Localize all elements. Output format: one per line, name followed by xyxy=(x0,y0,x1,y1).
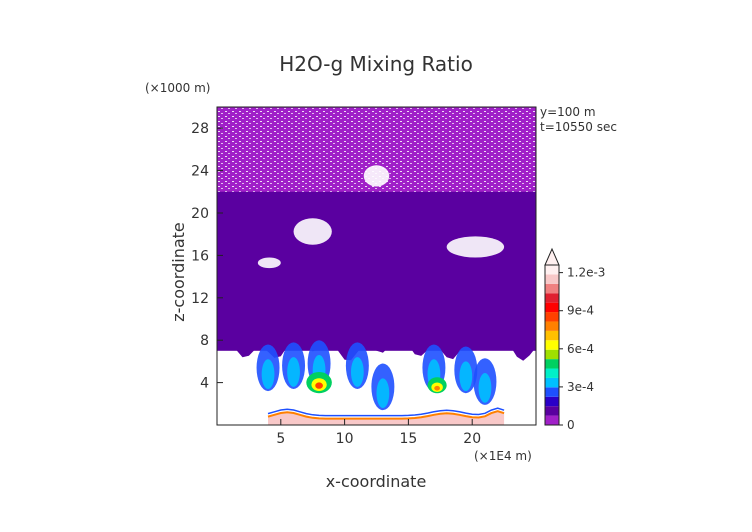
colorbar-frame xyxy=(544,264,560,426)
axes-box xyxy=(216,106,537,426)
annotation-time: t=10550 sec xyxy=(540,120,617,134)
y-units-label: (×1000 m) xyxy=(145,81,210,95)
y-axis-label: z-coordinate xyxy=(169,222,188,322)
colorbar-extend-arrow xyxy=(544,247,560,266)
mid-cell-inner xyxy=(350,357,364,387)
y-tick-label: 20 xyxy=(191,206,209,222)
colorbar-label: 3e-4 xyxy=(567,380,594,394)
x-units-label: (×1E4 m) xyxy=(474,449,532,463)
plot-frame xyxy=(216,106,537,426)
colorbar-segment xyxy=(545,406,559,416)
colorbar-segment xyxy=(545,340,559,350)
surface-layer xyxy=(268,411,505,425)
core-cell-left-core xyxy=(315,382,323,389)
colorbar-segment xyxy=(545,265,559,275)
x-ticks: 5 10 15 20 xyxy=(276,419,481,447)
colorbar-segment xyxy=(545,415,559,425)
x-axis-label: x-coordinate xyxy=(326,472,427,491)
y-tick-label: 12 xyxy=(191,291,209,307)
colorbar: 0 3e-4 6e-4 9e-4 1.2e-3 xyxy=(544,247,605,432)
y-tick-label: 16 xyxy=(191,248,209,264)
colorbar-segment xyxy=(545,293,559,303)
clear-patch xyxy=(446,236,505,258)
moist-layer-edge xyxy=(217,324,536,361)
colorbar-label: 0 xyxy=(567,418,575,432)
annotation-y: y=100 m xyxy=(540,105,596,119)
core-cell-right-core xyxy=(434,385,440,391)
colorbar-segment xyxy=(545,387,559,397)
clear-patch xyxy=(293,218,332,245)
colorbar-label: 9e-4 xyxy=(567,304,594,318)
y-tick-label: 28 xyxy=(191,121,209,137)
clear-patch xyxy=(363,165,390,187)
colorbar-segment xyxy=(545,396,559,407)
clear-patch xyxy=(257,257,281,269)
mid-cell-inner xyxy=(478,373,492,403)
colorbar-label: 1.2e-3 xyxy=(567,266,605,280)
colorbar-segment xyxy=(545,312,559,322)
y-ticks: 4 8 12 16 20 24 28 xyxy=(191,121,223,392)
mid-cell-inner xyxy=(261,359,275,389)
colorbar-segment xyxy=(545,349,559,360)
mid-cell-inner xyxy=(459,361,473,392)
colorbar-segment xyxy=(545,274,559,284)
x-tick-label: 20 xyxy=(463,431,481,447)
colorbar-segment xyxy=(545,377,559,388)
surface-contour-blue xyxy=(267,407,505,417)
field-layer xyxy=(217,107,536,425)
x-tick-label: 15 xyxy=(399,431,417,447)
colorbar-label: 6e-4 xyxy=(567,342,594,356)
colorbar-segment xyxy=(545,359,559,369)
chart-title: H2O-g Mixing Ratio xyxy=(279,52,473,76)
colorbar-segment xyxy=(545,283,559,294)
y-tick-label: 24 xyxy=(191,164,209,180)
colorbar-segment xyxy=(545,302,559,313)
x-tick-label: 5 xyxy=(276,431,285,447)
x-tick-label: 10 xyxy=(336,431,354,447)
mid-cell-inner xyxy=(287,357,300,387)
colorbar-segment xyxy=(545,368,559,378)
y-tick-label: 4 xyxy=(200,376,209,392)
mid-cell-inner xyxy=(376,378,390,409)
surface-contour-orange xyxy=(267,410,505,420)
colorbar-segment xyxy=(545,330,559,341)
colorbar-segment xyxy=(545,321,559,331)
y-tick-label: 8 xyxy=(200,333,209,349)
